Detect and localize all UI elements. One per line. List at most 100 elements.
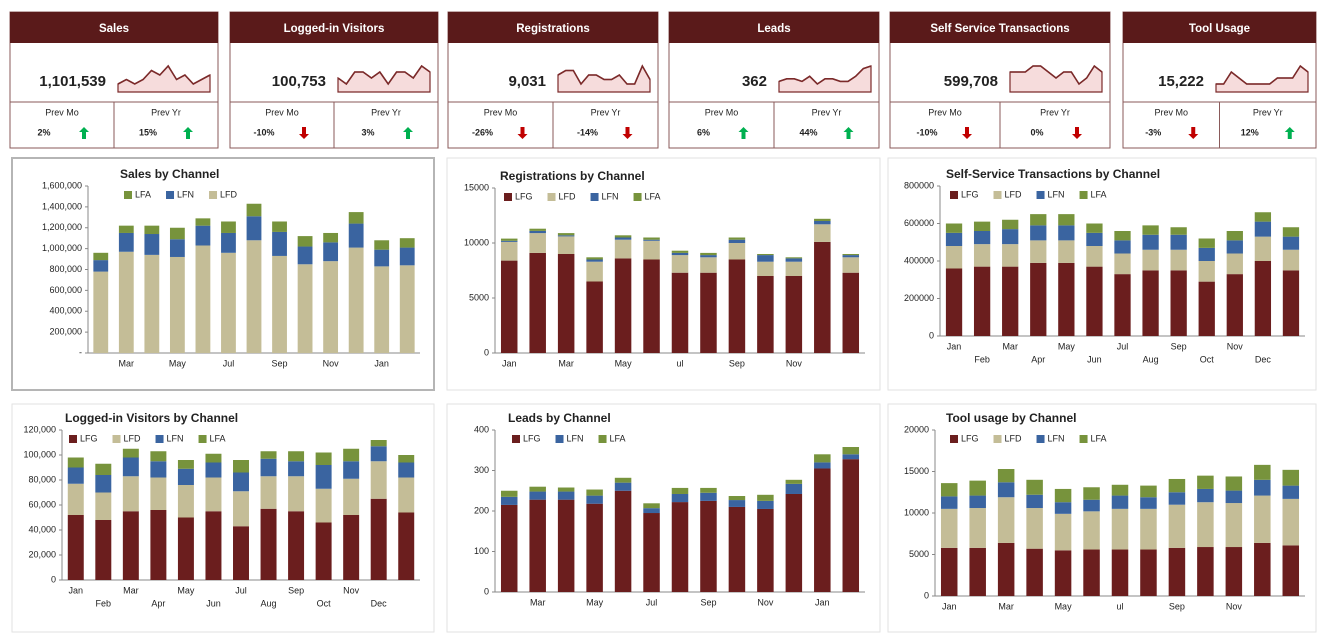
legend-label: LFD [220, 189, 238, 199]
bar-segment [785, 261, 803, 276]
bar-segment [814, 218, 831, 221]
legend-swatch [590, 193, 599, 201]
x-tick-label: Nov [323, 358, 340, 368]
trend-arrow [517, 127, 528, 139]
bar-segment [370, 498, 387, 580]
x-tick-label: Jan [947, 341, 962, 351]
bar-segment [557, 491, 575, 500]
bar-segment [1282, 227, 1300, 237]
bar-segment [1282, 249, 1300, 271]
trend-arrow [403, 127, 413, 139]
y-tick-label: 400 [474, 424, 489, 434]
bar-segment [95, 475, 112, 493]
legend-label: LFN [177, 189, 194, 199]
bar-segment [557, 236, 575, 254]
x-tick-label: May [177, 585, 195, 595]
bar-segment [1054, 502, 1072, 514]
bar-segment [842, 254, 860, 256]
bar-segment [1111, 549, 1129, 596]
x-tick-label: Nov [786, 358, 803, 368]
y-tick-label: 400,000 [49, 306, 82, 316]
y-tick-label: 20000 [904, 424, 929, 434]
sparkline [1216, 64, 1309, 85]
bar-segment [144, 225, 160, 235]
legend-label: LFA [1091, 189, 1107, 199]
legend-label: LFD [124, 433, 142, 443]
bar-segment [93, 271, 109, 353]
prev-value: 0% [1030, 127, 1043, 137]
bar-segment [643, 513, 660, 592]
kpi-value: 15,222 [1158, 73, 1204, 90]
bar-segment [940, 496, 958, 509]
bar-segment [586, 503, 603, 592]
bar-segment [997, 482, 1015, 498]
prev-value: -26% [472, 127, 493, 137]
bar-segment [1254, 479, 1271, 496]
bar-segment [1114, 253, 1131, 275]
y-tick-label: 0 [484, 347, 489, 357]
bar-segment [1226, 231, 1243, 241]
bar-segment [700, 272, 717, 353]
bar-segment [614, 482, 632, 491]
prev-value: 12% [1241, 127, 1259, 137]
bar-segment [842, 459, 860, 592]
bar-segment [1254, 542, 1271, 596]
bar-segment [343, 478, 360, 515]
bar-segment [529, 499, 546, 592]
bar-segment [940, 483, 958, 497]
bar-segment [398, 455, 415, 463]
kpi-title: Self Service Transactions [930, 23, 1069, 35]
bar-segment [1142, 234, 1159, 250]
bar-segment [1168, 478, 1186, 493]
bar-segment [1197, 488, 1214, 503]
legend-swatch [633, 193, 642, 201]
bar-segment [315, 522, 332, 580]
legend-label: LFG [961, 433, 979, 443]
x-tick-label: Jul [223, 358, 235, 368]
prev-value: 3% [361, 127, 374, 137]
bar-segment [233, 472, 249, 492]
bar-segment [614, 237, 632, 240]
bar-segment [1026, 508, 1043, 549]
bar-segment [1170, 227, 1187, 235]
x-tick-label: Sep [1169, 601, 1185, 611]
x-tick-label: Jul [1117, 341, 1129, 351]
bar-segment [614, 239, 632, 259]
bar-segment [1030, 214, 1047, 226]
kpi-header [890, 12, 1110, 43]
prev-value: 15% [139, 127, 157, 137]
bar-segment [67, 467, 84, 484]
prev-label: Prev Mo [484, 107, 518, 117]
bar-segment [169, 227, 185, 240]
bar-segment [728, 243, 746, 260]
legend-swatch [993, 191, 1002, 199]
bar-segment [118, 232, 134, 252]
bar-segment [1030, 262, 1047, 336]
bar-segment [272, 231, 287, 256]
bar-segment [1198, 281, 1215, 336]
bar-segment [1282, 270, 1300, 336]
bar-segment [122, 476, 139, 512]
bar-segment [67, 515, 84, 580]
bar-segment [940, 508, 958, 548]
legend-label: LFN [1048, 433, 1065, 443]
y-tick-label: 0 [484, 586, 489, 596]
bar-segment [398, 477, 415, 513]
bar-segment [370, 440, 387, 447]
bar-segment [288, 476, 305, 512]
bar-segment [1002, 266, 1019, 336]
bar-segment [969, 508, 986, 548]
bar-segment [643, 503, 660, 509]
bar-segment [343, 448, 360, 462]
bar-segment [671, 502, 689, 592]
bar-segment [348, 247, 364, 353]
bar-segment [150, 477, 167, 510]
bar-segment [973, 244, 991, 267]
bar-segment [586, 281, 603, 353]
trend-arrow [843, 127, 854, 139]
kpi-header [1123, 12, 1316, 43]
y-tick-label: 600000 [904, 218, 934, 228]
legend-swatch [112, 435, 121, 443]
bar-segment [973, 266, 991, 336]
